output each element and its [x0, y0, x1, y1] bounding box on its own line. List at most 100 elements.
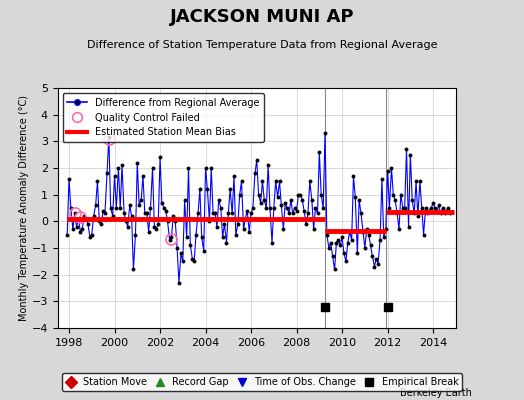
Point: [132, 232, 140, 238]
Point: [294, 192, 302, 198]
Point: [118, 162, 126, 168]
Point: [222, 240, 231, 246]
Point: [275, 178, 283, 184]
Point: [80, 213, 89, 219]
Point: [95, 218, 103, 224]
Point: [69, 226, 77, 232]
Point: [368, 253, 377, 259]
Point: [112, 205, 121, 211]
Point: [355, 197, 363, 203]
Point: [226, 186, 234, 192]
Point: [184, 165, 193, 171]
Point: [264, 162, 272, 168]
Point: [350, 173, 358, 179]
Point: [419, 232, 428, 238]
Text: Difference of Station Temperature Data from Regional Average: Difference of Station Temperature Data f…: [87, 40, 437, 50]
Point: [207, 165, 215, 171]
Point: [111, 173, 119, 179]
Point: [285, 210, 293, 216]
Point: [283, 205, 291, 211]
Point: [219, 234, 227, 240]
Point: [249, 205, 257, 211]
Point: [72, 224, 81, 230]
Point: [63, 232, 71, 238]
Point: [439, 205, 447, 211]
Point: [325, 245, 333, 251]
Point: [427, 205, 435, 211]
Point: [379, 234, 388, 240]
Point: [260, 197, 268, 203]
Point: [385, 205, 394, 211]
Point: [277, 202, 286, 208]
Point: [116, 205, 124, 211]
Point: [287, 197, 295, 203]
Point: [444, 205, 453, 211]
Point: [308, 197, 316, 203]
Point: [389, 192, 398, 198]
Point: [436, 210, 445, 216]
Point: [402, 146, 411, 152]
Point: [254, 192, 263, 198]
Point: [270, 205, 278, 211]
Point: [180, 197, 189, 203]
Point: [211, 210, 220, 216]
Point: [160, 205, 168, 211]
Point: [256, 200, 265, 206]
Point: [262, 205, 270, 211]
Point: [200, 248, 208, 254]
Point: [429, 200, 438, 206]
Point: [351, 194, 359, 200]
Point: [387, 165, 396, 171]
Point: [214, 197, 223, 203]
Point: [258, 178, 267, 184]
Point: [289, 210, 297, 216]
Point: [161, 208, 170, 214]
Point: [251, 170, 259, 176]
Point: [442, 208, 451, 214]
Point: [220, 221, 228, 227]
Point: [423, 210, 432, 216]
Point: [253, 157, 261, 163]
Point: [334, 237, 342, 243]
Point: [370, 264, 379, 270]
Point: [397, 192, 405, 198]
Point: [395, 226, 403, 232]
Point: [201, 165, 210, 171]
Point: [135, 202, 143, 208]
Point: [228, 210, 236, 216]
Point: [148, 165, 157, 171]
Point: [179, 258, 187, 264]
Point: [241, 216, 249, 222]
Point: [416, 178, 424, 184]
Point: [93, 178, 102, 184]
Y-axis label: Monthly Temperature Anomaly Difference (°C): Monthly Temperature Anomaly Difference (…: [19, 95, 29, 321]
Point: [365, 232, 373, 238]
Point: [166, 237, 174, 243]
Point: [99, 208, 107, 214]
Point: [305, 178, 314, 184]
Point: [182, 234, 191, 240]
Point: [171, 218, 180, 224]
Point: [319, 205, 328, 211]
Point: [413, 213, 422, 219]
Legend: Station Move, Record Gap, Time of Obs. Change, Empirical Break: Station Move, Record Gap, Time of Obs. C…: [62, 373, 462, 391]
Point: [133, 160, 141, 166]
Point: [76, 229, 84, 235]
Point: [84, 221, 92, 227]
Point: [103, 170, 111, 176]
Point: [143, 210, 151, 216]
Point: [140, 210, 149, 216]
Point: [425, 208, 433, 214]
Point: [408, 197, 417, 203]
Point: [268, 240, 276, 246]
Point: [203, 186, 212, 192]
Point: [177, 250, 185, 256]
Point: [120, 210, 128, 216]
Point: [304, 210, 312, 216]
Point: [321, 130, 329, 136]
Text: JACKSON MUNI AP: JACKSON MUNI AP: [170, 8, 354, 26]
Point: [271, 178, 280, 184]
Point: [82, 216, 90, 222]
Point: [440, 210, 449, 216]
Point: [156, 154, 164, 160]
